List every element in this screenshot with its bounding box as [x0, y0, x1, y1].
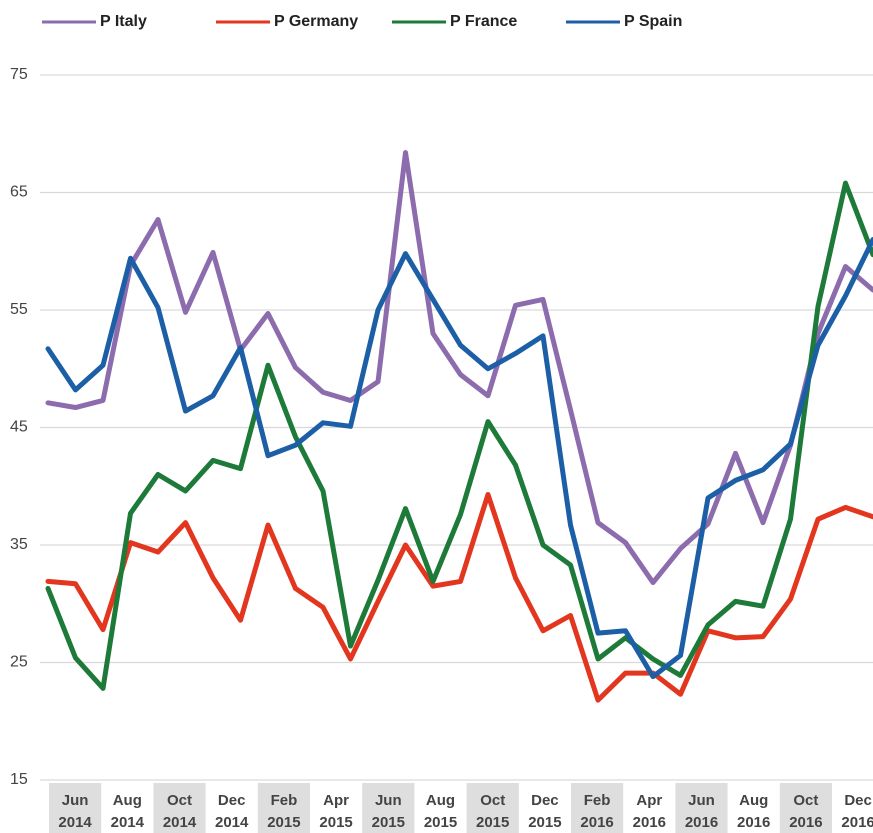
- x-tick-label: Dec 2015: [528, 792, 561, 831]
- x-tick-label: Aug 2016: [737, 792, 770, 831]
- x-tick-label: Oct 2016: [789, 792, 822, 831]
- legend-label: P Germany: [274, 13, 358, 30]
- x-tick-label: Dec 2016: [841, 792, 873, 831]
- x-band: [49, 783, 102, 833]
- x-band: [362, 783, 415, 833]
- series-line: [45, 180, 873, 691]
- x-tick-label: Aug 2015: [424, 792, 457, 831]
- series-line: [45, 491, 873, 703]
- y-tick-label: 45: [10, 419, 28, 436]
- x-tick-label: Dec 2014: [215, 792, 249, 831]
- x-tick-label: Apr 2015: [319, 792, 352, 831]
- x-tick-label: Feb 2015: [267, 792, 300, 831]
- x-tick-label: Jun 2016: [685, 792, 718, 831]
- y-tick-label: 25: [10, 654, 28, 671]
- x-tick-label: Oct 2015: [476, 792, 509, 831]
- x-tick-label: Feb 2016: [580, 792, 613, 831]
- x-band: [675, 783, 728, 833]
- legend-label: P France: [450, 13, 517, 30]
- x-band: [153, 783, 206, 833]
- y-tick-label: 35: [10, 536, 28, 553]
- x-tick-label: Jun 2014: [58, 792, 92, 831]
- x-band: [257, 783, 310, 833]
- y-tick-label: 55: [10, 301, 28, 318]
- y-tick-label: 75: [10, 66, 28, 83]
- x-tick-label: Oct 2014: [163, 792, 197, 831]
- legend-label: P Italy: [100, 13, 147, 30]
- x-band: [571, 783, 624, 833]
- x-tick-label: Apr 2016: [633, 792, 666, 831]
- y-tick-label: 65: [10, 184, 28, 201]
- x-tick-label: Aug 2014: [111, 792, 145, 831]
- series-line: [45, 150, 873, 586]
- x-tick-label: Jun 2015: [372, 792, 405, 831]
- x-band: [779, 783, 832, 833]
- y-tick-label: 15: [10, 771, 28, 788]
- legend-label: P Spain: [624, 13, 682, 30]
- series-line: [45, 237, 873, 680]
- x-band: [466, 783, 519, 833]
